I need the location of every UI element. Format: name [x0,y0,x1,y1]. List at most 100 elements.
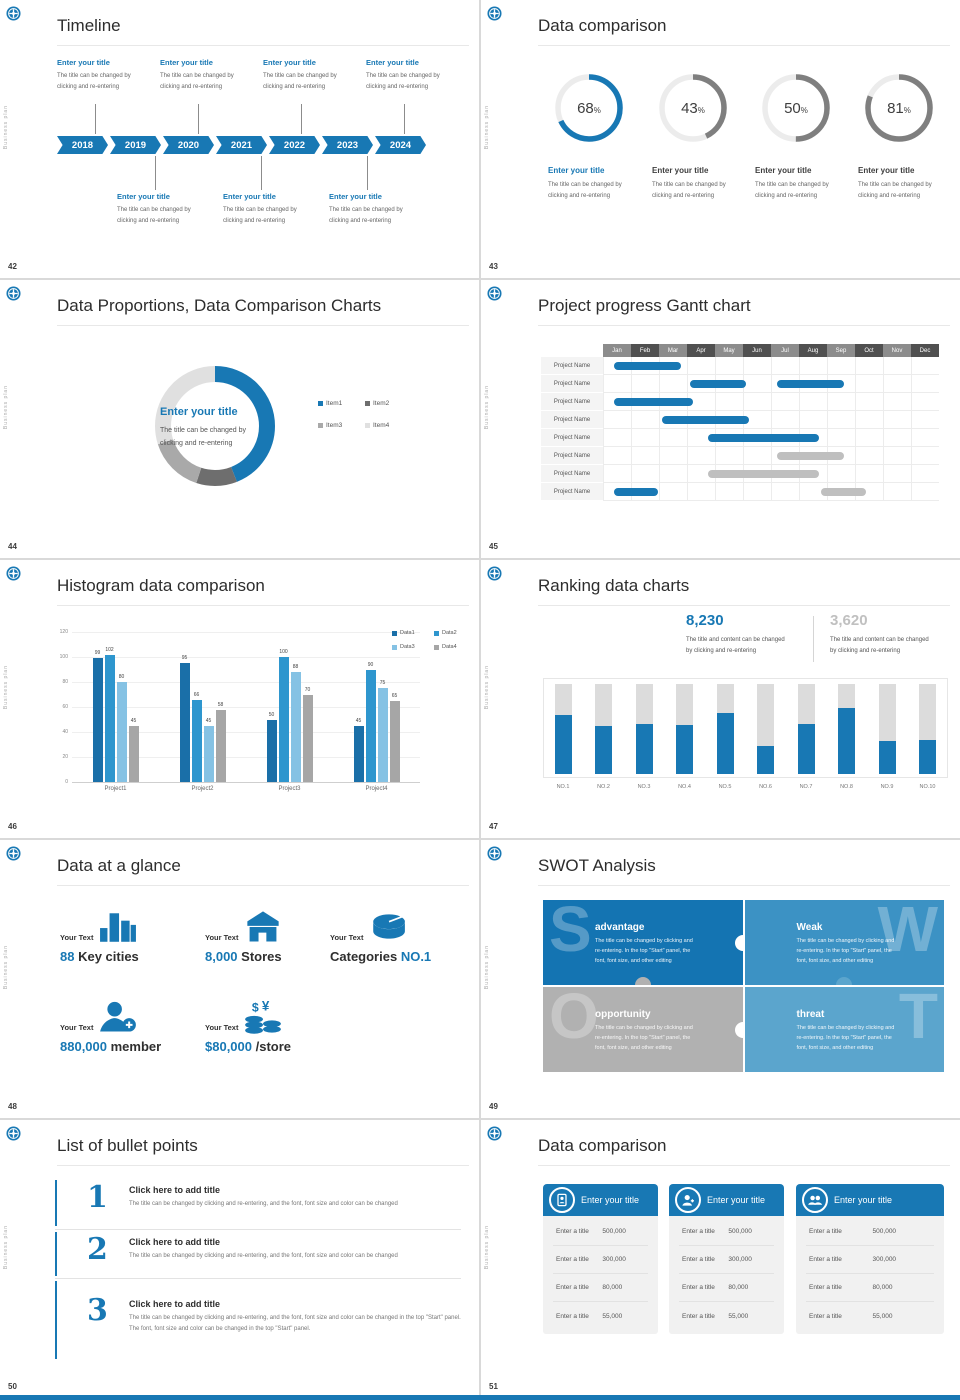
bullet-heading: Click here to add title [129,1237,221,1247]
gantt-row-label: Project Name [541,357,603,375]
bar-value-label: 45 [355,717,362,724]
slide-42-timeline[interactable]: Business plan Timeline 2018 2019 2020 2021 2… [0,0,479,278]
page-number: 51 [489,1382,498,1391]
histogram-bar [302,694,313,782]
timeline-milestone: Enter your title The title can be changed… [57,58,157,93]
gantt-month-header: Mar [659,344,687,357]
ranking-stat-primary: 8,230 The title and content can be chang… [686,612,785,655]
legend-item: Data1 [392,630,415,636]
bullet-number: 2 [87,1232,108,1267]
swot-letter: W [877,900,938,965]
timeline-milestone: Enter your title The title can be changed… [117,192,217,227]
x-category-label: Project1 [104,786,127,792]
bar-value-label: 95 [181,655,188,662]
ranking-category-label: NO.3 [637,784,651,790]
card-row-label: Enter a title [809,1256,842,1263]
slide-title: SWOT Analysis [538,856,656,875]
legend-swatch [434,644,439,650]
gauge-desc-line: The title can be changed by [652,182,726,188]
swot-threat-block: T threat The title can be changed by cli… [744,987,944,1072]
gantt-month-header: May [715,344,743,357]
milestone-connector [404,104,405,134]
slide-48-data-at-a-glance[interactable]: Business plan Data at a glance Your Text… [0,840,479,1118]
gantt-row-label: Project Name [541,465,603,483]
bullet-heading: Click here to add title [129,1299,221,1309]
page-number: 45 [489,542,498,551]
bar-value-label: 58 [217,701,224,708]
ranking-category-label: NO.6 [759,784,772,790]
card-body: Enter a title 500,000 Enter a title 300,000… [543,1216,658,1334]
card-row: Enter a title 80,000 [553,1274,648,1302]
city-icon [100,913,137,942]
swot-weakness-block: W Weak The title can be changed by click… [744,900,944,985]
gantt-row-track [603,375,939,393]
legend-swatch [318,423,323,428]
bar-value-label: 66 [193,691,200,698]
ranking-column-fill [676,725,694,774]
legend-label: Item4 [373,422,390,429]
slide-51-data-comparison-cards[interactable]: Business plan Data comparison Enter your… [481,1120,960,1398]
sidebar-vertical-text: Business plan [484,665,490,710]
milestone-connector [95,104,96,134]
card-row: Enter a title 55,000 [806,1302,934,1330]
gridline [72,657,420,658]
card-row-value: 55,000 [602,1312,623,1320]
legend-label: Data3 [400,644,415,650]
milestone-connector [261,156,262,190]
gauge-percent-sign: % [903,106,911,115]
slide-50-bullet-list[interactable]: Business plan List of bullet points 1 Cl… [0,1120,479,1398]
slide-45-gantt-chart[interactable]: Business plan Project progress Gantt cha… [481,280,960,558]
card-row: Enter a title 55,000 [679,1302,774,1330]
sidebar-vertical-text: Business plan [3,385,9,430]
svg-text:$: $ [252,1000,259,1014]
swot-heading: advantage [595,922,645,933]
store-icon [247,911,280,942]
legend-label: Item2 [373,400,390,407]
gridline [72,757,420,758]
card-row-label: Enter a title [556,1228,589,1235]
slide-43-data-comparison-gauges[interactable]: Business plan Data comparison 68% Enter y… [481,0,960,278]
glance-value: 880,000 member [60,1039,162,1054]
donut-center-title: Enter your title [160,406,238,418]
page-bottom-accent-bar [0,1395,960,1400]
title-rule [538,45,950,46]
timeline-milestone: Enter your title The title can be changed… [329,192,429,227]
card-row: Enter a title 500,000 [679,1218,774,1246]
bullet-number: 1 [87,1180,108,1215]
gauge-percent: 43% [657,72,729,144]
bullet-desc: The title can be changed by clicking and… [129,1201,398,1207]
milestone-desc: The title can be changed by clicking and … [223,205,323,227]
logo-badge-icon [6,286,21,301]
milestone-desc-line: The title can be changed by [117,207,191,213]
glance-value: 8,000 Stores [205,949,282,964]
gridline [72,732,420,733]
year-chevron: 2022 [269,136,320,154]
title-rule [538,325,950,326]
legend-label: Item3 [326,422,343,429]
sidebar-vertical-text: Business plan [484,105,490,150]
swot-heading: opportunity [595,1009,651,1020]
card-row-value: 500,000 [602,1228,626,1235]
slide-47-ranking-chart[interactable]: Business plan Ranking data charts 8,230 … [481,560,960,838]
gantt-month-header: Apr [687,344,715,357]
slide-46-histogram[interactable]: Business plan Histogram data comparison … [0,560,479,838]
gauge [760,72,832,144]
gantt-bar [614,488,658,496]
timeline-milestone: Enter your title The title can be changed… [160,58,260,93]
legend-swatch [365,401,370,406]
gauge-title: Enter your title [858,166,915,175]
title-rule [57,1165,469,1166]
glance-item-key-cities: Your Text 88 Key cities [60,904,210,964]
milestone-title: Enter your title [263,58,316,67]
histogram-bar [116,682,127,782]
gauge-percent-number: 68 [577,99,594,117]
legend-item: Data2 [434,630,457,636]
milestone-desc-line: The title can be changed by [263,73,337,79]
slide-44-donut-chart[interactable]: Business plan Data Proportions, Data Com… [0,280,479,558]
card-row-label: Enter a title [682,1228,715,1235]
slide-49-swot-analysis[interactable]: Business plan SWOT Analysis S advantage … [481,840,960,1118]
bar-value-label: 65 [391,692,398,699]
bar-value-label: 45 [130,717,137,724]
sidebar-vertical-text: Business plan [3,105,9,150]
gauge-percent-sign: % [697,106,705,115]
